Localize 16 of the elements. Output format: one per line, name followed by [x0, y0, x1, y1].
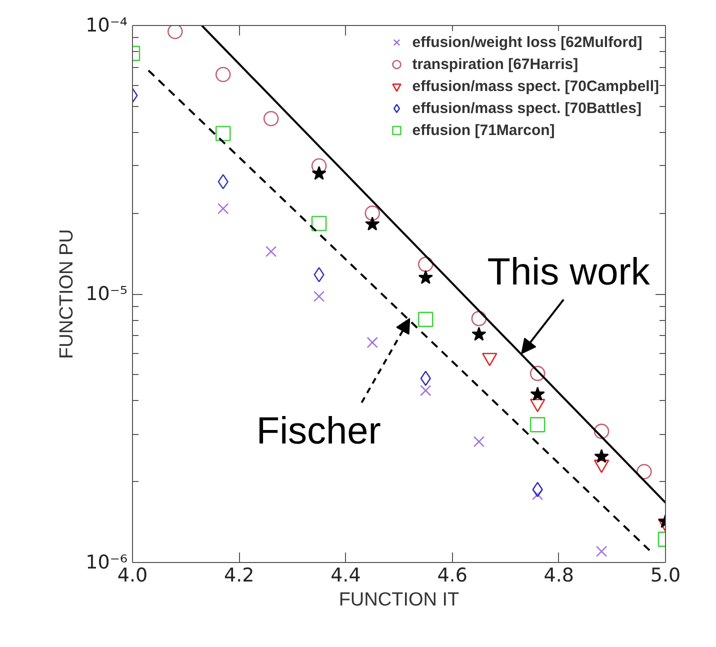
- x-tick-label: 4.6: [437, 564, 468, 586]
- y-tick-label: 10⁻⁴: [86, 14, 128, 36]
- legend-label: effusion/weight loss [62Mulford]: [412, 32, 642, 52]
- x-tick-label: 4.8: [544, 564, 574, 586]
- legend-label: effusion/mass spect. [70Campbell]: [412, 76, 659, 96]
- x-tick-label: 4.2: [224, 564, 254, 586]
- annotation: Fischer: [256, 410, 382, 453]
- x-tick-label: 5.0: [650, 564, 681, 586]
- x-tick-label: 4.4: [330, 564, 361, 586]
- annotation: This work: [487, 252, 651, 294]
- legend-label: effusion [71Marcon]: [412, 120, 555, 140]
- y-tick-label: 10⁻⁵: [86, 283, 128, 305]
- legend-label: transpiration [67Harris]: [412, 54, 578, 74]
- x-axis-title: FUNCTION IT: [338, 590, 460, 610]
- legend-label: effusion/mass spect. [70Battles]: [412, 98, 642, 118]
- y-axis-title: FUNCTION PU: [56, 229, 78, 359]
